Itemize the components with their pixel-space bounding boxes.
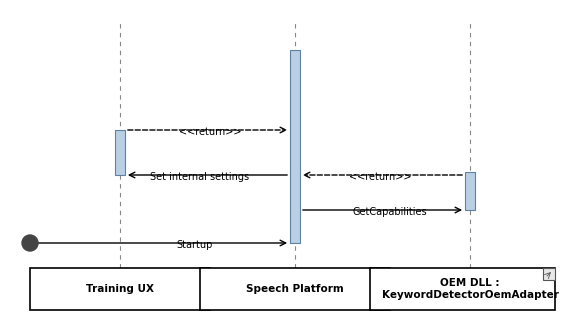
Bar	[200, 268, 390, 310]
Text: Startup: Startup	[177, 240, 213, 250]
Bar	[370, 268, 555, 310]
Bar	[543, 268, 555, 280]
Text: Set internal settings: Set internal settings	[150, 172, 250, 182]
Bar	[115, 130, 125, 175]
Text: <<return>>: <<return>>	[349, 172, 411, 182]
Text: <<return>>: <<return>>	[179, 127, 241, 137]
Text: GetCapabilities: GetCapabilities	[353, 207, 428, 217]
Bar	[290, 50, 300, 243]
Text: Speech Platform: Speech Platform	[246, 284, 344, 294]
Bar	[465, 172, 475, 210]
Bar	[30, 268, 210, 310]
Circle shape	[22, 235, 38, 251]
Text: Training UX: Training UX	[86, 284, 154, 294]
Text: OEM DLL :
KeywordDetectorOemAdapter: OEM DLL : KeywordDetectorOemAdapter	[381, 278, 559, 300]
